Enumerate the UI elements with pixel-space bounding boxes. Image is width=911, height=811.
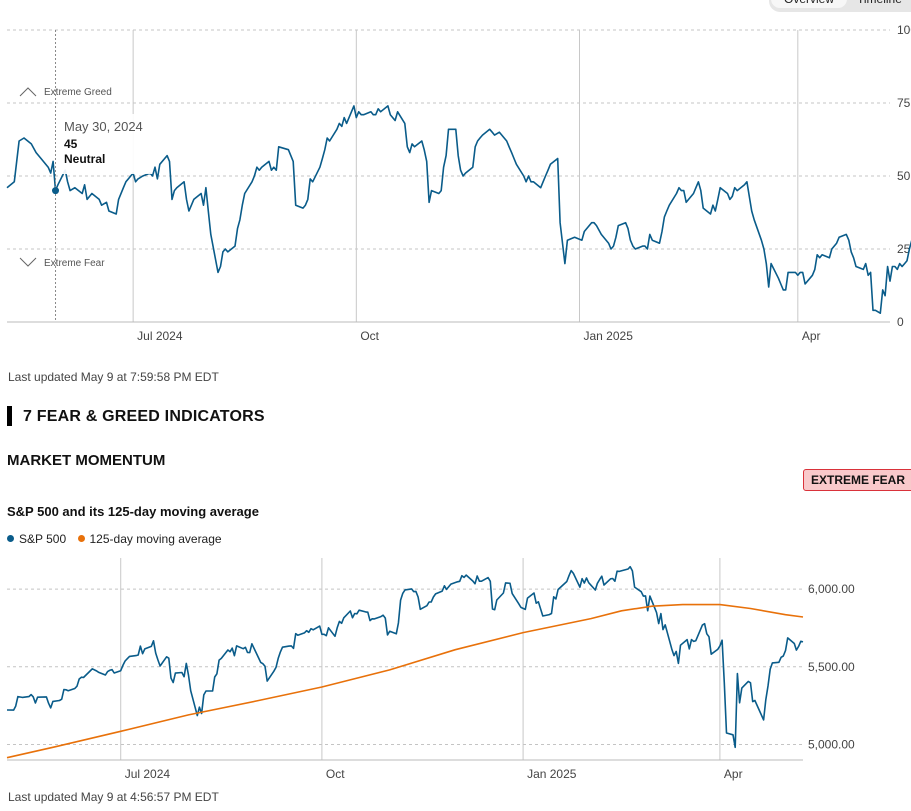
chart-subtitle: S&P 500 and its 125-day moving average xyxy=(7,504,259,519)
sp-xtick-label: Oct xyxy=(326,767,345,781)
sp-series-line-1 xyxy=(6,603,804,759)
tooltip-value: 45 xyxy=(64,137,78,151)
highlight-point xyxy=(52,187,60,195)
sp-xtick-label: Jul 2024 xyxy=(125,767,171,781)
sp-series-line-0 xyxy=(6,565,804,749)
extreme-greed-label: Extreme Greed xyxy=(44,87,112,98)
tooltip: May 30, 2024 45 Neutral xyxy=(56,114,152,174)
fg-xtick-label: Jul 2024 xyxy=(137,329,183,343)
legend-item-ma: 125-day moving average xyxy=(77,532,222,546)
fg-ytick-label: 25 xyxy=(897,242,911,256)
fg-series-line-0 xyxy=(6,105,911,314)
extreme-fear-label: Extreme Fear xyxy=(44,258,105,269)
fg-xtick-label: Jan 2025 xyxy=(583,329,633,343)
status-badge: EXTREME FEAR xyxy=(803,469,911,491)
fear-greed-chart: Jul 2024 Oct Jan 2025 Apr 0 25 50 75 100 Extrem… xyxy=(6,23,911,343)
fg-ytick-label: 75 xyxy=(897,96,911,110)
fg-xtick-label: Apr xyxy=(802,329,821,343)
legend-label-sp500: S&P 500 xyxy=(19,532,67,546)
section-bar xyxy=(7,406,12,426)
market-momentum-title: MARKET MOMENTUM xyxy=(7,452,166,469)
sp500-chart: Jul 2024 Oct Jan 2025 Apr 5,000.00 5,500.00 6… xyxy=(6,558,855,781)
chevron-down-icon xyxy=(19,257,37,267)
sp-xtick-label: Apr xyxy=(724,767,743,781)
sp-ytick-label: 5,000.00 xyxy=(808,737,855,751)
legend-label-ma: 125-day moving average xyxy=(89,532,222,546)
sp-xtick-label: Jan 2025 xyxy=(527,767,577,781)
chevron-up-icon xyxy=(19,87,37,97)
tooltip-date: May 30, 2024 xyxy=(64,119,143,134)
legend-dot-ma xyxy=(77,535,85,542)
view-toggle: Overview Timeline xyxy=(769,0,911,12)
sp-ytick-label: 6,000.00 xyxy=(808,582,855,596)
chart-legend: S&P 500 125-day moving average xyxy=(7,532,230,546)
legend-dot-sp500 xyxy=(7,535,14,542)
sp-ytick-label: 5,500.00 xyxy=(808,660,855,674)
fg-last-updated: Last updated May 9 at 7:59:58 PM EDT xyxy=(8,370,219,384)
fg-xtick-label: Oct xyxy=(360,329,379,343)
legend-item-sp500: S&P 500 xyxy=(7,532,70,546)
fg-ytick-label: 0 xyxy=(897,315,904,329)
section-title: 7 FEAR & GREED INDICATORS xyxy=(23,408,265,425)
tooltip-rating: Neutral xyxy=(64,152,106,166)
tab-overview[interactable]: Overview xyxy=(771,0,847,8)
tab-timeline[interactable]: Timeline xyxy=(857,0,902,8)
fg-ytick-label: 50 xyxy=(897,169,911,183)
fg-ytick-label: 100 xyxy=(897,23,911,37)
mm-last-updated: Last updated May 9 at 4:56:57 PM EDT xyxy=(8,790,219,804)
